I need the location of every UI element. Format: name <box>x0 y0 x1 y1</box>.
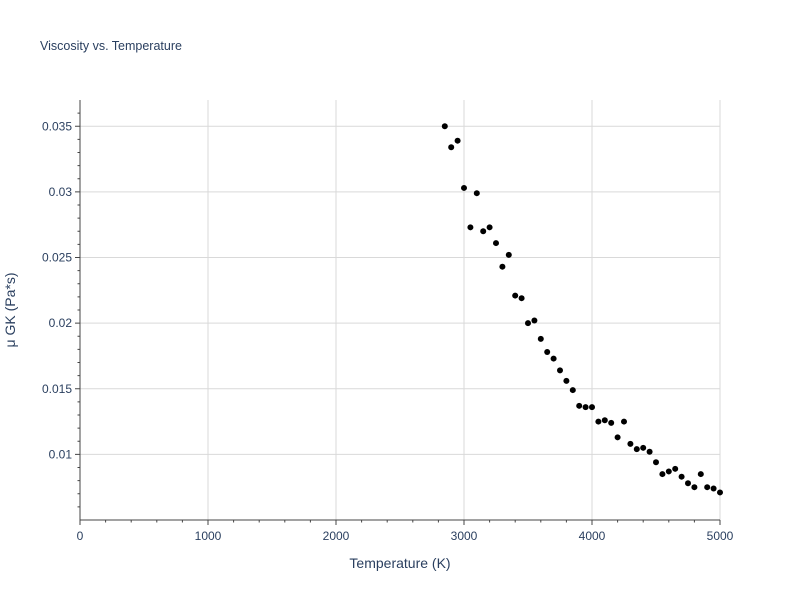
data-point <box>499 263 506 270</box>
x-tick-label: 3000 <box>451 529 478 543</box>
data-point <box>461 184 467 191</box>
y-tick-label: 0.03 <box>49 185 73 199</box>
data-point <box>563 377 570 384</box>
data-point <box>512 292 519 299</box>
data-point <box>633 446 640 453</box>
points-layer <box>441 123 723 496</box>
data-point <box>595 418 602 425</box>
x-axis-title: Temperature (K) <box>349 555 450 571</box>
data-point <box>493 240 499 247</box>
data-point <box>576 402 583 409</box>
y-tick-label: 0.015 <box>42 382 72 396</box>
data-point <box>659 471 666 478</box>
y-tick-label: 0.035 <box>42 119 72 133</box>
data-point <box>589 404 595 411</box>
data-point <box>441 123 448 130</box>
data-point <box>582 404 589 411</box>
data-point <box>480 228 487 235</box>
y-tick-label: 0.02 <box>49 316 73 330</box>
data-point <box>454 137 461 144</box>
data-point <box>627 440 634 447</box>
data-point <box>621 418 627 425</box>
y-axis-title: μ GK (Pa*s) <box>2 273 18 348</box>
data-point <box>640 444 647 451</box>
data-point <box>608 419 615 426</box>
data-point <box>505 251 512 258</box>
data-point <box>531 317 538 324</box>
data-point <box>685 480 691 487</box>
data-point <box>665 468 672 475</box>
data-point <box>448 144 455 151</box>
data-point <box>678 473 685 480</box>
x-tick-label: 0 <box>77 529 84 543</box>
data-point <box>614 434 621 441</box>
data-point <box>467 224 474 231</box>
data-point <box>646 448 653 455</box>
data-point <box>697 471 704 478</box>
data-point <box>717 489 723 496</box>
data-point <box>525 320 531 327</box>
data-point <box>569 387 576 394</box>
grid-layer <box>80 100 721 520</box>
y-tick-label: 0.025 <box>42 251 72 265</box>
data-point <box>544 349 551 355</box>
data-point <box>691 484 698 491</box>
data-point <box>672 465 679 472</box>
x-tick-label: 1000 <box>195 529 222 543</box>
x-tick-label: 5000 <box>707 529 734 543</box>
ticks-layer: 0.01 0.015 0.02 0.025 0.03 0.035 0 1000 2000 3000… <box>42 112 734 543</box>
data-point <box>518 295 525 302</box>
data-point <box>653 459 659 466</box>
data-point <box>550 355 557 362</box>
x-tick-label: 2000 <box>323 529 350 543</box>
y-tick-label: 0.01 <box>49 447 73 461</box>
data-point <box>710 485 717 492</box>
data-point <box>537 335 544 342</box>
data-point <box>486 224 493 231</box>
data-point <box>473 190 480 197</box>
x-tick-label: 4000 <box>579 529 606 543</box>
data-point <box>704 484 711 491</box>
data-point <box>557 367 563 374</box>
axes-layer <box>79 100 720 521</box>
data-point <box>601 417 608 424</box>
chart-title: Viscosity vs. Temperature <box>40 39 182 53</box>
